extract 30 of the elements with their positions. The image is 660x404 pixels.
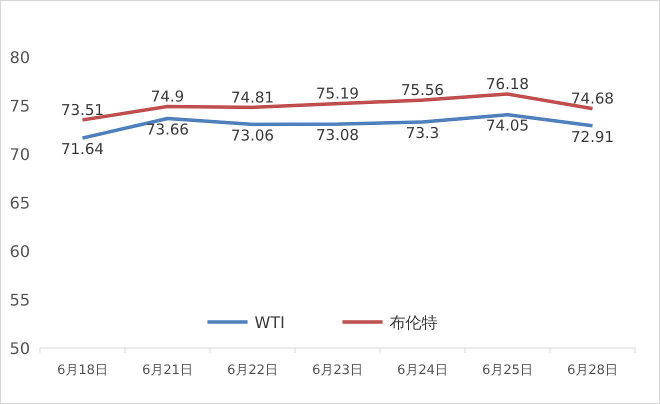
y-tick-label: 75: [10, 96, 30, 116]
data-label: 73.06: [231, 126, 274, 144]
x-tick-label: 6月28日: [567, 363, 618, 378]
x-tick-label: 6月21日: [142, 363, 193, 378]
legend-label: WTI: [254, 313, 285, 332]
data-label: 73.3: [406, 124, 440, 142]
x-tick-label: 6月18日: [57, 363, 108, 378]
data-label: 74.9: [150, 87, 184, 106]
y-tick-label: 65: [10, 194, 30, 212]
data-label: 73.08: [316, 126, 359, 144]
data-label: 72.91: [571, 128, 614, 146]
data-label: 74.68: [571, 90, 614, 108]
data-label: 74.81: [231, 88, 274, 106]
data-label: 73.51: [61, 100, 104, 119]
data-label: 73.66: [146, 120, 189, 138]
x-tick-label: 6月23日: [312, 363, 363, 378]
x-tick-label: 6月25日: [482, 363, 533, 378]
y-tick-label: 60: [10, 242, 30, 261]
data-label: 75.19: [316, 84, 359, 103]
x-tick-label: 6月22日: [227, 363, 278, 378]
y-tick-label: 80: [10, 48, 30, 67]
data-label: 71.64: [61, 140, 104, 158]
y-tick-label: 70: [10, 145, 30, 164]
x-tick-label: 6月24日: [397, 363, 448, 378]
y-tick-label: 55: [10, 290, 30, 310]
data-label: 76.18: [486, 75, 529, 94]
data-label: 75.56: [401, 81, 444, 100]
legend-label: 布伦特: [390, 313, 438, 332]
data-label: 74.05: [486, 116, 529, 135]
y-tick-label: 50: [10, 339, 30, 358]
